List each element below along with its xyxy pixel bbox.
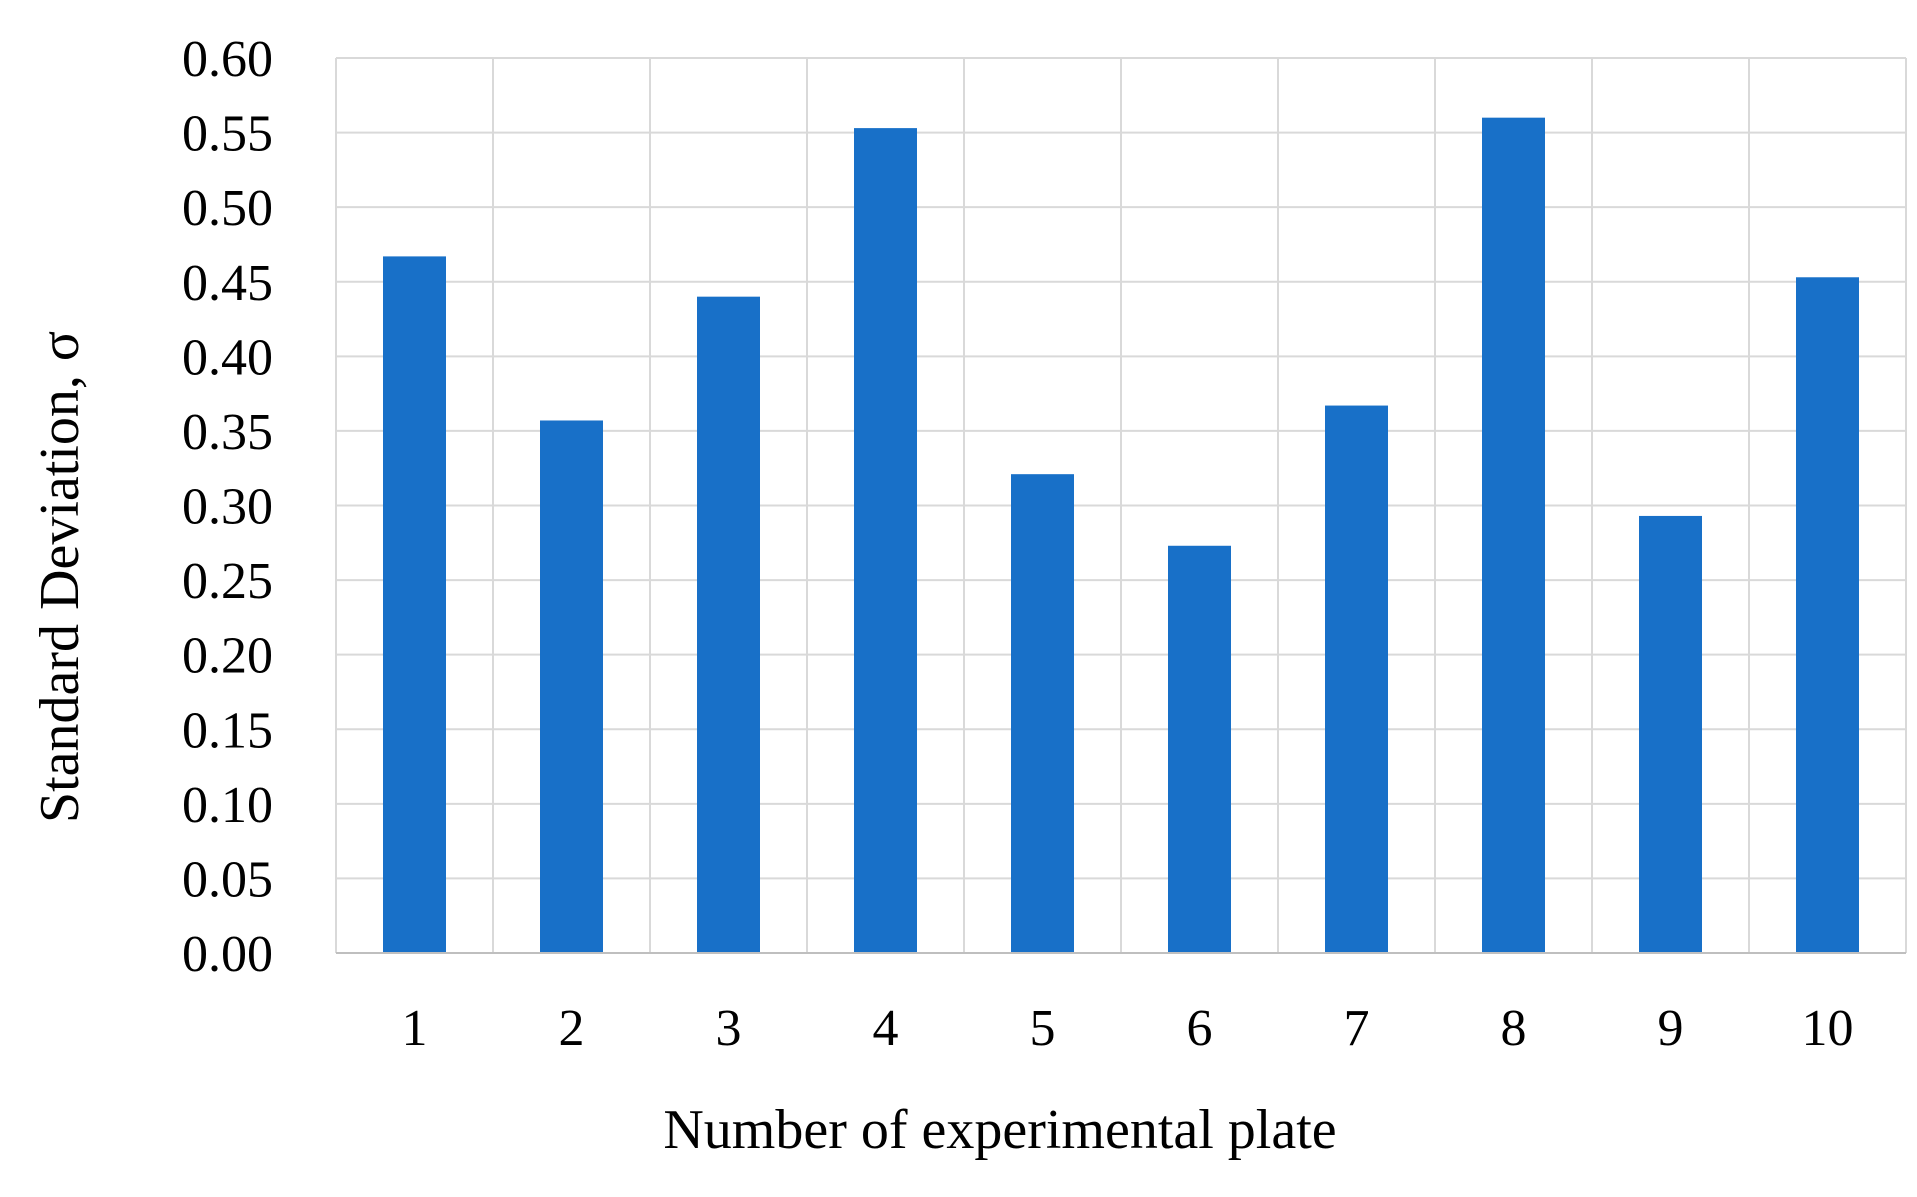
x-tick-labels: 1 2 3 4 5 6 7 8 9 10: [402, 1000, 1854, 1057]
bar-10: [1796, 277, 1859, 953]
x-tick-label: 7: [1344, 1000, 1370, 1057]
y-tick-label: 0.25: [182, 553, 273, 610]
x-tick-label: 8: [1501, 1000, 1527, 1057]
bar-6: [1168, 545, 1231, 953]
y-tick-label: 0.20: [182, 628, 273, 685]
y-tick-label: 0.35: [182, 404, 273, 461]
y-tick-label: 0.00: [182, 926, 273, 983]
x-tick-label: 3: [716, 1000, 742, 1057]
y-tick-label: 0.60: [182, 31, 273, 88]
bar-2: [540, 420, 603, 954]
bar-7: [1325, 405, 1388, 953]
y-tick-label: 0.40: [182, 329, 273, 386]
y-tick-label: 0.50: [182, 180, 273, 237]
x-tick-label: 4: [873, 1000, 899, 1057]
bars: [383, 117, 1859, 954]
x-tick-label: 6: [1187, 1000, 1213, 1057]
y-tick-label: 0.55: [182, 106, 273, 163]
y-tick-label: 0.05: [182, 851, 273, 908]
y-axis-title: Standard Deviation, σ: [29, 331, 91, 823]
x-tick-label: 2: [559, 1000, 585, 1057]
y-tick-label: 0.15: [182, 702, 273, 759]
x-axis-title: Number of experimental plate: [663, 1099, 1336, 1161]
bar-8: [1482, 117, 1545, 953]
y-tick-label: 0.30: [182, 479, 273, 536]
bar-9: [1639, 515, 1702, 953]
x-tick-label: 9: [1658, 1000, 1684, 1057]
bar-4: [854, 128, 917, 953]
bar-3: [697, 296, 760, 954]
x-tick-label: 5: [1030, 1000, 1056, 1057]
x-tick-label: 10: [1802, 1000, 1854, 1057]
y-tick-label: 0.45: [182, 255, 273, 312]
bar-5: [1011, 474, 1074, 953]
x-tick-label: 1: [402, 1000, 428, 1057]
y-tick-labels: 0.00 0.05 0.10 0.15 0.20 0.25 0.30 0.35 0.40 0.45…: [182, 31, 273, 983]
bar-1: [383, 256, 446, 953]
y-tick-label: 0.10: [182, 777, 273, 834]
